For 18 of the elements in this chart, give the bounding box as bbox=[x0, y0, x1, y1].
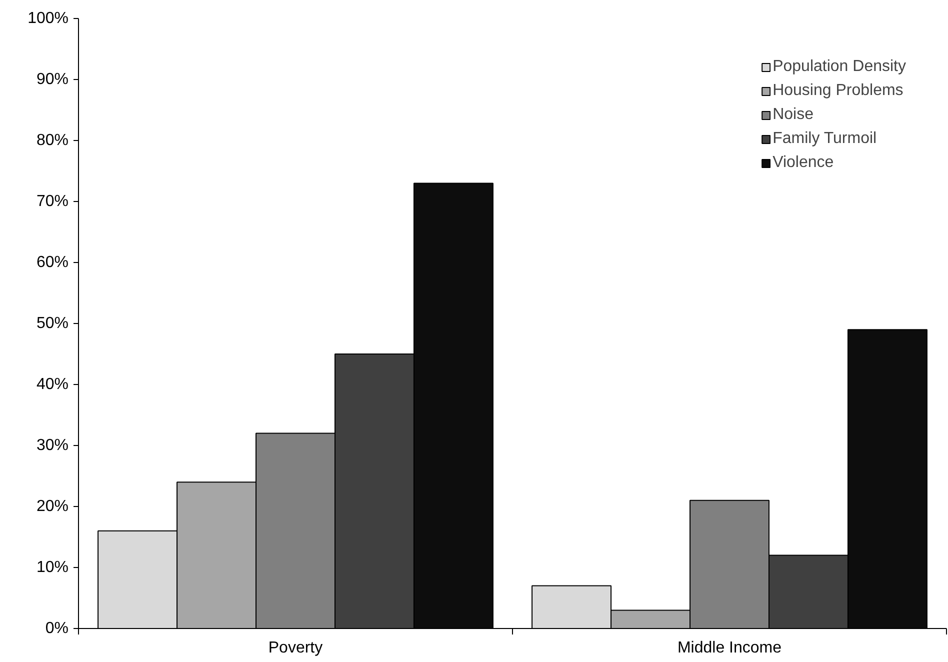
legend-label: Housing Problems bbox=[772, 82, 904, 100]
y-tick-label: 70% bbox=[36, 193, 69, 210]
legend-label: Violence bbox=[772, 154, 834, 172]
y-tick-label: 90% bbox=[36, 71, 69, 88]
x-tick-label: Poverty bbox=[268, 640, 323, 656]
y-tick-label: 30% bbox=[36, 437, 69, 454]
y-tick-label: 100% bbox=[28, 10, 68, 27]
legend-label: Family Turmoil bbox=[772, 130, 877, 148]
y-tick-label: 0% bbox=[45, 620, 68, 637]
y-tick-label: 40% bbox=[36, 376, 69, 393]
y-tick-label: 80% bbox=[36, 132, 69, 149]
y-tick-label: 50% bbox=[36, 315, 69, 332]
y-tick-label: 20% bbox=[36, 498, 69, 515]
y-tick-label: 10% bbox=[36, 559, 69, 576]
legend-label: Population Density bbox=[772, 58, 906, 76]
y-tick-label: 60% bbox=[36, 254, 69, 271]
legend-label: Noise bbox=[772, 106, 814, 124]
x-tick-label: Middle Income bbox=[677, 640, 782, 656]
